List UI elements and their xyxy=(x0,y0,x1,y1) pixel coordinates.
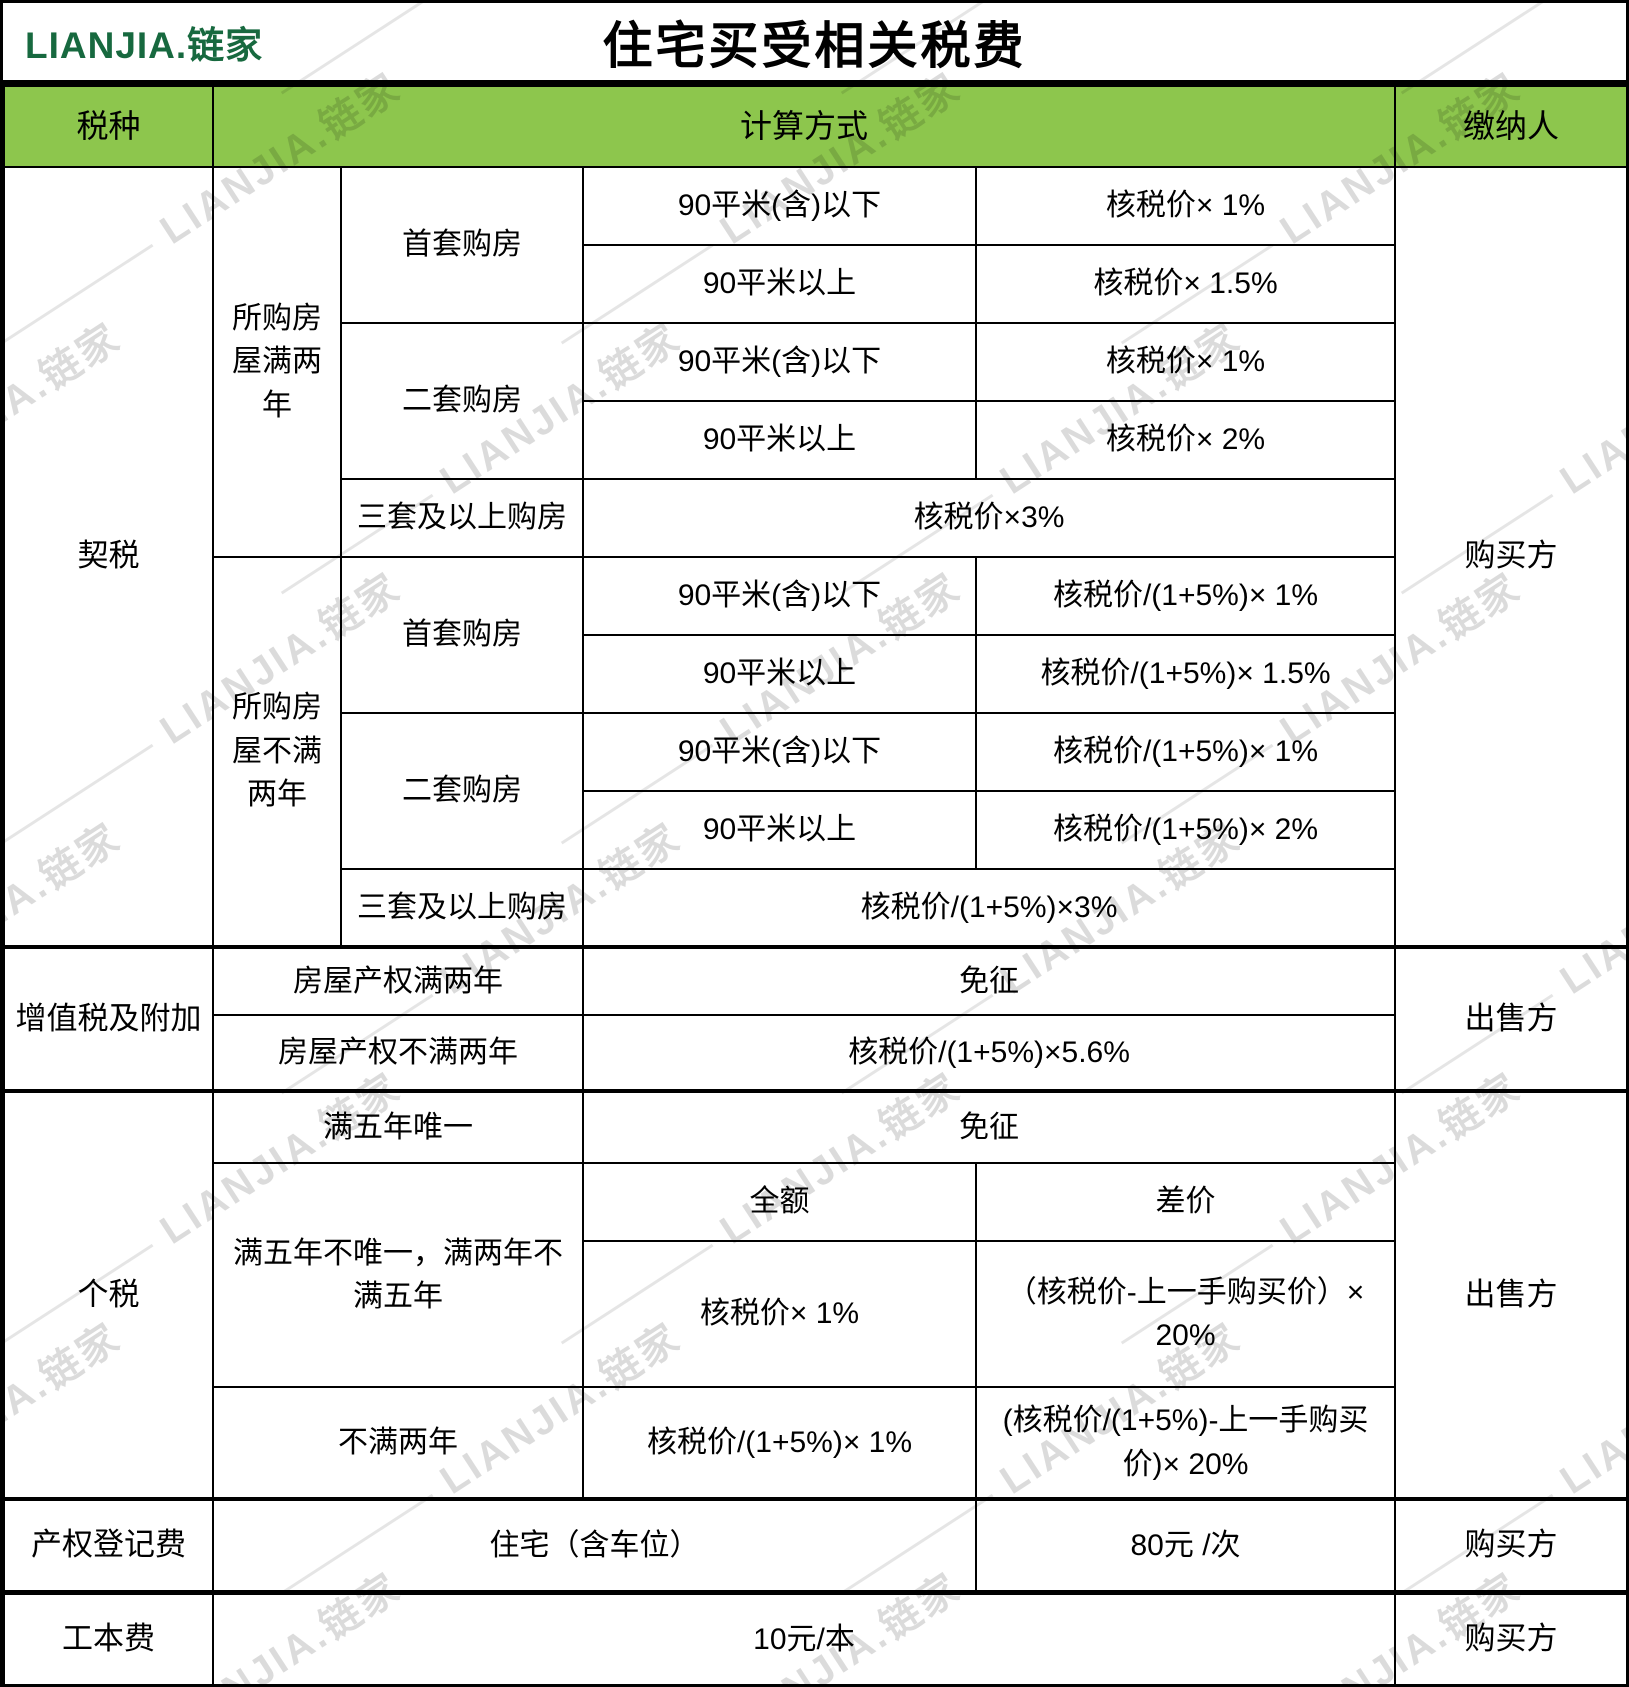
condition-cell: 90平米以上 xyxy=(582,400,977,480)
table-row: 工本费 10元/本 购买方 xyxy=(3,1589,1629,1687)
formula-cell: 核税价/(1+5%)×5.6% xyxy=(581,1014,1397,1092)
cert-fee-payer: 购买方 xyxy=(1394,1589,1629,1687)
reg-fee-amount: 80元 /次 xyxy=(974,1497,1397,1593)
cert-fee-amount: 10元/本 xyxy=(211,1589,1397,1687)
table-row: 契税 所购房屋满两年 首套购房 90平米(含)以下 核税价× 1% 购买方 xyxy=(3,166,1629,948)
formula-cell: 免征 xyxy=(581,1089,1397,1164)
subheader-difference: 差价 xyxy=(974,1162,1397,1242)
income-tax-payer: 出售方 xyxy=(1394,1089,1629,1500)
deed-over2y-third-home-label: 三套及以上购房 xyxy=(340,478,584,558)
table-row: 所购房屋不满两年 首套购房 90平米(含)以下 核税价/(1+5%)× 1% xyxy=(4,556,1627,948)
formula-cell: 核税价×3% xyxy=(581,478,1397,558)
table-row: 产权登记费 住宅（含车位） 80元 /次 购买方 xyxy=(3,1497,1629,1593)
table-row: 90平米以上 核税价/(1+5%)× 1.5% xyxy=(4,634,1627,714)
table-row: 三套及以上购房 核税价×3% xyxy=(4,478,1627,558)
table-row: 二套购房 90平米(含)以下 核税价/(1+5%)× 1% xyxy=(4,712,1627,870)
col-header-payer: 缴纳人 xyxy=(1394,85,1629,168)
formula-cell: 核税价× 1% xyxy=(974,166,1397,246)
deed-over2y-label: 所购房屋满两年 xyxy=(212,166,342,558)
condition-cell: 90平米(含)以下 xyxy=(582,166,977,246)
table-row: 三套及以上购房 核税价/(1+5%)×3% xyxy=(4,868,1627,948)
condition-cell: 满五年不唯一，满两年不满五年 xyxy=(212,1162,584,1388)
col-header-calc-method: 计算方式 xyxy=(211,85,1397,168)
table-row: 二套购房 90平米(含)以下 核税价× 1% xyxy=(4,322,1627,480)
tax-table: 税种 计算方式 缴纳人 契税 所购房屋满两年 首套购房 90平米(含)以下 核税… xyxy=(3,85,1629,1687)
formula-cell: 核税价× 2% xyxy=(974,400,1397,480)
table-row: 不满两年 核税价/(1+5%)× 1% (核税价/(1+5%)-上一手购买价)×… xyxy=(4,1386,1627,1500)
deed-payer: 购买方 xyxy=(1394,166,1629,948)
table-row: 核税价× 1% （核税价-上一手购买价）× 20% xyxy=(4,1240,1627,1388)
reg-fee-item: 住宅（含车位） xyxy=(212,1497,977,1593)
vat-label: 增值税及附加 xyxy=(3,945,214,1092)
table-row: 90平米以上 核税价× 1.5% xyxy=(4,244,1627,324)
deed-over2y-first-home-label: 首套购房 xyxy=(340,166,584,324)
condition-cell: 满五年唯一 xyxy=(212,1089,584,1164)
lianjia-logo: LIANJIA.链家 xyxy=(25,24,264,66)
formula-cell: 免征 xyxy=(581,945,1397,1016)
formula-cell: 核税价/(1+5%)× 1.5% xyxy=(974,634,1397,714)
condition-cell: 房屋产权不满两年 xyxy=(212,1014,584,1092)
col-header-tax-type: 税种 xyxy=(3,85,214,168)
condition-cell: 90平米以上 xyxy=(582,790,977,870)
deed-under2y-first-home-label: 首套购房 xyxy=(340,556,584,714)
subheader-full-amount: 全额 xyxy=(582,1162,977,1242)
table-row: 个税 满五年唯一 免征 出售方 xyxy=(3,1089,1629,1500)
table-row: 增值税及附加 房屋产权满两年 免征 出售方 xyxy=(3,945,1629,1092)
condition-cell: 90平米以上 xyxy=(582,244,977,324)
formula-cell: 核税价/(1+5%)× 1% xyxy=(582,1386,977,1500)
title-bar: LIANJIA.链家 住宅买受相关税费 xyxy=(3,3,1626,85)
table-row: 满五年不唯一，满两年不满五年 全额 差价 xyxy=(4,1162,1627,1388)
formula-cell: 核税价× 1.5% xyxy=(974,244,1397,324)
formula-cell: 核税价/(1+5%)× 2% xyxy=(974,790,1397,870)
table-row: 房屋产权不满两年 核税价/(1+5%)×5.6% xyxy=(4,1014,1627,1092)
condition-cell: 90平米以上 xyxy=(582,634,977,714)
condition-cell: 90平米(含)以下 xyxy=(582,322,977,402)
formula-cell: 核税价× 1% xyxy=(974,322,1397,402)
reg-fee-label: 产权登记费 xyxy=(3,1497,214,1593)
reg-fee-payer: 购买方 xyxy=(1394,1497,1629,1593)
formula-cell: (核税价/(1+5%)-上一手购买价)× 20% xyxy=(974,1386,1397,1500)
deed-tax-label: 契税 xyxy=(3,166,214,948)
condition-cell: 90平米(含)以下 xyxy=(582,556,977,636)
deed-under2y-label: 所购房屋不满两年 xyxy=(212,556,342,948)
formula-cell: 核税价/(1+5%)× 1% xyxy=(974,712,1397,792)
cert-fee-label: 工本费 xyxy=(3,1589,214,1687)
condition-cell: 不满两年 xyxy=(212,1386,584,1500)
formula-cell: 核税价/(1+5%)× 1% xyxy=(974,556,1397,636)
page-title: 住宅买受相关税费 xyxy=(602,17,1027,74)
table-header-row: 税种 计算方式 缴纳人 xyxy=(3,85,1629,168)
vat-payer: 出售方 xyxy=(1394,945,1629,1092)
deed-over2y-second-home-label: 二套购房 xyxy=(340,322,584,480)
formula-cell: （核税价-上一手购买价）× 20% xyxy=(974,1240,1397,1388)
formula-cell: 核税价/(1+5%)×3% xyxy=(581,868,1397,948)
condition-cell: 90平米(含)以下 xyxy=(582,712,977,792)
deed-under2y-second-home-label: 二套购房 xyxy=(340,712,584,870)
income-tax-label: 个税 xyxy=(3,1089,214,1500)
deed-under2y-third-home-label: 三套及以上购房 xyxy=(340,868,584,948)
table-row: 90平米以上 核税价× 2% xyxy=(4,400,1627,480)
table-row: 90平米以上 核税价/(1+5%)× 2% xyxy=(4,790,1627,870)
formula-cell: 核税价× 1% xyxy=(582,1240,977,1388)
condition-cell: 房屋产权满两年 xyxy=(212,945,584,1016)
